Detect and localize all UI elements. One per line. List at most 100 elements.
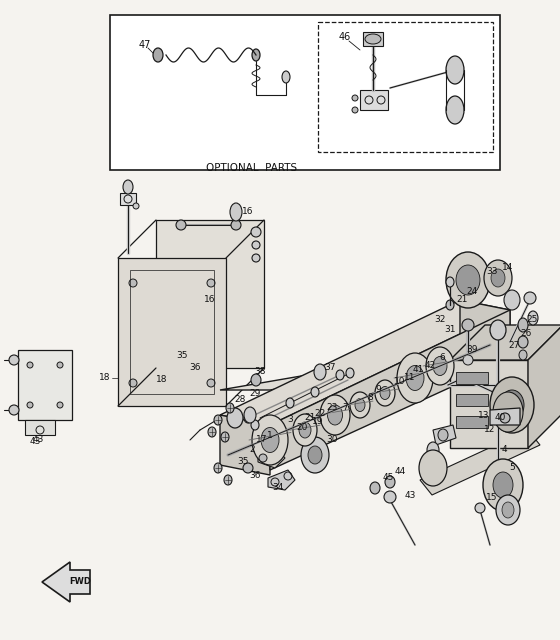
Ellipse shape [456,265,480,295]
Text: 16: 16 [204,296,216,305]
Ellipse shape [446,96,464,124]
Ellipse shape [365,34,381,44]
Ellipse shape [9,355,19,365]
Bar [456,372,488,384]
Polygon shape [450,360,528,448]
Bar [110,15,500,170]
Ellipse shape [380,387,390,399]
Ellipse shape [433,356,447,376]
Ellipse shape [518,318,528,332]
Text: 10: 10 [394,378,406,387]
Ellipse shape [243,463,253,473]
Ellipse shape [519,350,527,360]
Polygon shape [268,470,295,490]
Text: 22: 22 [314,408,325,417]
Ellipse shape [328,405,343,425]
Text: 33: 33 [486,268,498,276]
Text: 37: 37 [324,364,336,372]
Ellipse shape [493,392,523,432]
Ellipse shape [227,408,243,428]
Text: 41: 41 [412,365,424,374]
Ellipse shape [320,395,350,435]
Ellipse shape [259,454,267,462]
Ellipse shape [397,353,433,403]
Text: 15: 15 [486,493,498,502]
Text: FWD: FWD [69,577,91,586]
Bar [360,90,388,110]
Ellipse shape [446,300,454,310]
Text: 27: 27 [508,340,520,349]
Ellipse shape [491,269,505,287]
Text: 31: 31 [444,326,456,335]
Polygon shape [258,448,285,468]
Ellipse shape [261,428,279,452]
Ellipse shape [484,260,512,296]
Ellipse shape [518,336,528,348]
Ellipse shape [214,463,222,473]
Text: 14: 14 [502,264,514,273]
Ellipse shape [301,437,329,473]
Ellipse shape [231,220,241,230]
Ellipse shape [346,368,354,378]
Polygon shape [433,425,456,445]
Ellipse shape [500,390,524,420]
Text: 3: 3 [287,415,293,424]
Text: 32: 32 [435,316,446,324]
Ellipse shape [251,374,261,386]
Text: 25: 25 [526,316,538,324]
Text: 20: 20 [296,424,307,433]
Ellipse shape [129,279,137,287]
Text: OPTIONAL  PARTS: OPTIONAL PARTS [207,163,297,173]
Text: 2: 2 [249,445,255,454]
Polygon shape [156,220,264,368]
Ellipse shape [438,429,448,441]
Text: 46: 46 [339,32,351,42]
Ellipse shape [299,422,311,438]
Ellipse shape [252,241,260,249]
Ellipse shape [352,95,358,101]
Text: 19: 19 [312,417,324,426]
Text: 18: 18 [99,374,111,383]
Ellipse shape [475,503,485,513]
Text: 8: 8 [367,394,373,403]
Text: 42: 42 [424,360,436,369]
Text: 36: 36 [189,364,200,372]
Text: 28: 28 [234,396,246,404]
Text: 29: 29 [249,388,261,397]
Text: 43: 43 [404,490,416,499]
Ellipse shape [462,319,474,331]
Ellipse shape [528,311,538,325]
Text: 21: 21 [456,296,468,305]
Text: 45: 45 [382,474,394,483]
Ellipse shape [446,277,454,287]
Polygon shape [220,300,510,425]
Ellipse shape [207,379,215,387]
Ellipse shape [524,292,536,304]
Ellipse shape [384,491,396,503]
Ellipse shape [57,402,63,408]
Ellipse shape [385,476,395,488]
Bar [456,416,488,428]
Ellipse shape [252,254,260,262]
Text: 12: 12 [484,426,496,435]
Polygon shape [420,430,540,495]
Text: 21: 21 [304,413,316,422]
Text: 24: 24 [466,287,478,296]
Text: 23: 23 [326,403,338,413]
Text: 9: 9 [375,385,381,394]
Ellipse shape [350,392,370,418]
Ellipse shape [9,405,19,415]
Bar [318,22,493,152]
Text: 6: 6 [439,353,445,362]
Ellipse shape [57,362,63,368]
Ellipse shape [252,49,260,61]
Ellipse shape [427,442,439,458]
Text: 43: 43 [32,435,44,445]
Ellipse shape [490,320,506,340]
Ellipse shape [207,279,215,287]
Text: 30: 30 [326,435,338,445]
Ellipse shape [224,475,232,485]
Text: 36: 36 [249,470,261,479]
Text: 47: 47 [139,40,151,50]
Text: 18: 18 [156,376,168,385]
